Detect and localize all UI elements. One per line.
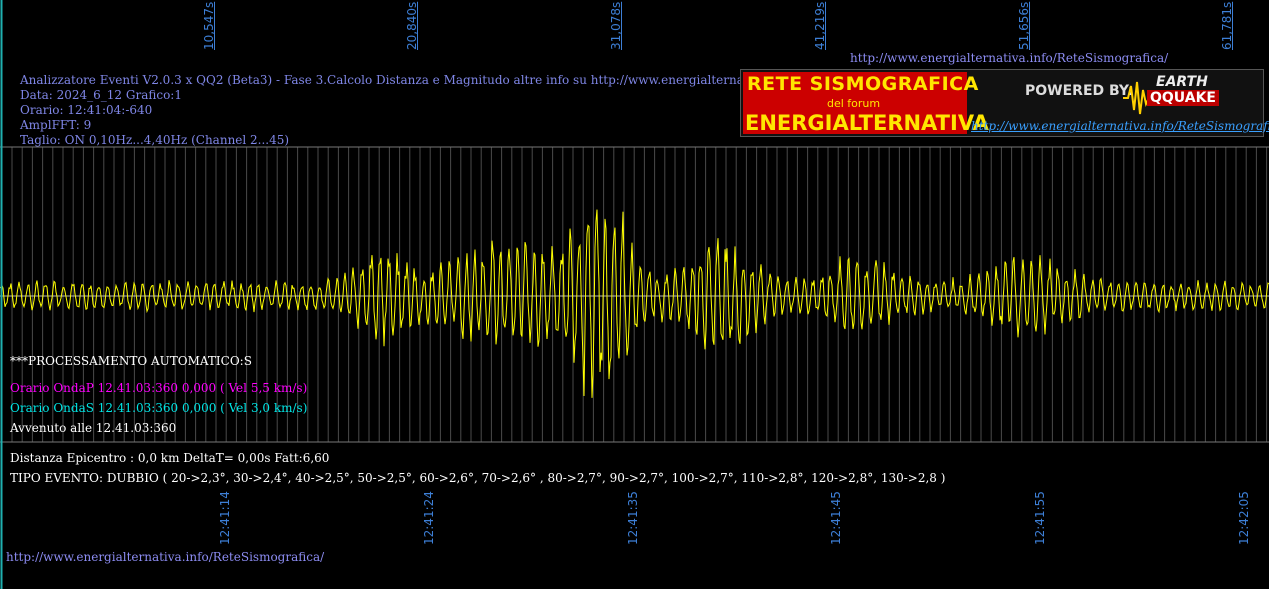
bottom-time-tick: 12:41:35 — [626, 491, 640, 545]
info-amplfft: AmplFFT: 9 — [20, 118, 92, 132]
logo-url-link[interactable]: http://www.energialternativa.info/ReteSi… — [971, 119, 1269, 133]
logo-title-bottom: ENERGIALTERNATIVA — [745, 111, 989, 135]
top-time-tick: 10,547s — [202, 1, 216, 50]
bottom-time-tick: 12:41:24 — [422, 491, 436, 545]
event-occurred-time: Avvenuto alle 12.41.03:360 — [10, 421, 177, 435]
epicenter-distance: Distanza Epicentro : 0,0 km DeltaT= 0,00… — [10, 451, 330, 465]
logo-subtitle: del forum — [827, 97, 881, 110]
top-time-tick: 20,840s — [405, 1, 419, 50]
logo-red-panel — [743, 72, 967, 134]
top-time-tick: 41,219s — [813, 1, 827, 50]
bottom-time-tick: 12:41:45 — [829, 491, 843, 545]
vertical-grid — [11, 147, 1268, 442]
bottom-time-tick: 12:41:14 — [218, 491, 232, 545]
logo-earth: EARTH — [1156, 74, 1208, 90]
info-date: Data: 2024_6_12 Grafico:1 — [20, 88, 182, 102]
onda-p-time: Orario OndaP 12.41.03:360 0,000 ( Vel 5,… — [10, 381, 308, 395]
info-filter: Taglio: ON 0,10Hz...4,40Hz (Channel 2...… — [20, 133, 290, 147]
processing-title: ***PROCESSAMENTO AUTOMATICO:S — [10, 354, 252, 368]
logo-qquake: QQUAKE — [1147, 90, 1219, 106]
bottom-time-tick: 12:41:55 — [1033, 491, 1047, 545]
rete-sismografica-logo[interactable]: RETE SISMOGRAFICA del forum ENERGIALTERN… — [740, 69, 1269, 137]
logo-title-top: RETE SISMOGRAFICA — [747, 73, 979, 95]
bottom-time-tick: 12:42:05 — [1237, 491, 1251, 545]
top-time-tick: 61,781s — [1220, 1, 1234, 50]
seismic-trace — [0, 209, 1269, 398]
logo-powered-by: POWERED BY: — [1025, 83, 1134, 99]
info-time: Orario: 12:41:04:-640 — [20, 103, 153, 117]
info-title: Analizzatore Eventi V2.0.3 x QQ2 (Beta3)… — [20, 73, 909, 87]
onda-s-time: Orario OndaS 12.41.03:360 0,000 ( Vel 3,… — [10, 401, 308, 415]
footer-url-link[interactable]: http://www.energialternativa.info/ReteSi… — [6, 550, 325, 564]
event-type: TIPO EVENTO: DUBBIO ( 20->2,3°, 30->2,4°… — [10, 471, 946, 485]
top-time-tick: 51,656s — [1017, 1, 1031, 50]
top-time-tick: 31,078s — [609, 1, 623, 50]
header-url-link[interactable]: http://www.energialternativa.info/ReteSi… — [850, 51, 1169, 65]
